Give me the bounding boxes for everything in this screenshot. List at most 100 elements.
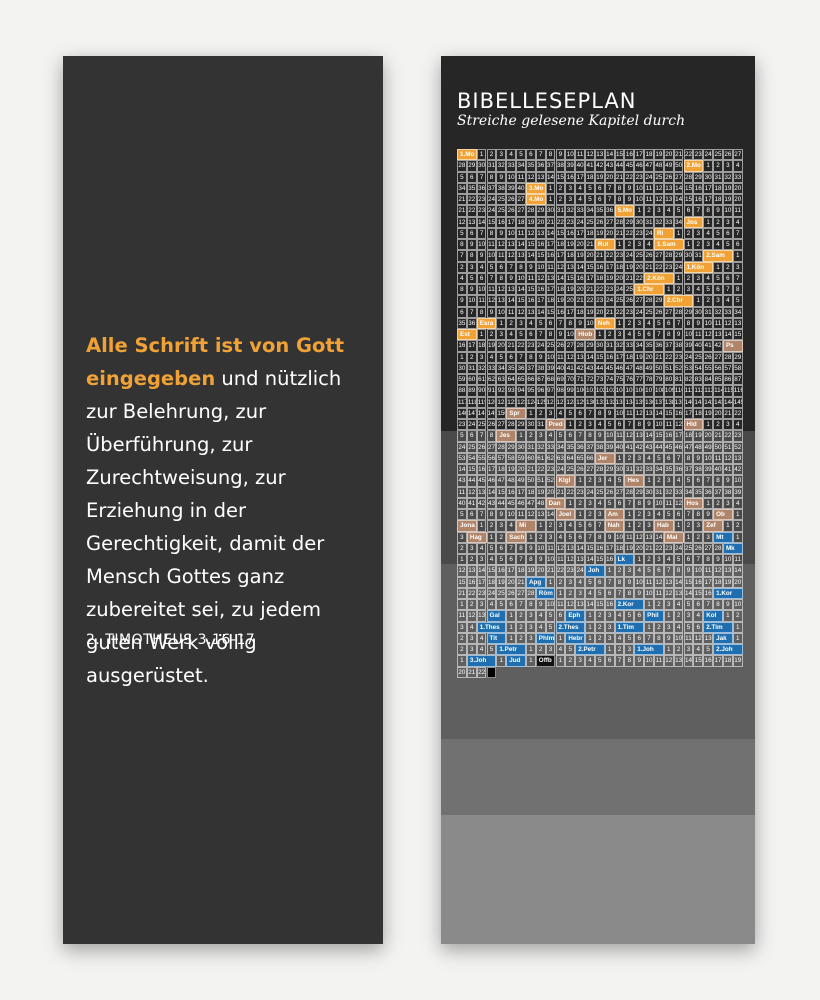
chapter-cell[interactable]: 6 [506, 554, 517, 566]
chapter-cell[interactable]: 2 [673, 610, 684, 622]
chapter-cell[interactable]: 126 [545, 396, 556, 408]
chapter-cell[interactable]: 24 [575, 216, 585, 228]
chapter-cell[interactable]: 17 [634, 149, 645, 161]
chapter-cell[interactable]: 18 [624, 351, 635, 363]
chapter-cell[interactable]: 3 [634, 452, 645, 464]
chapter-cell[interactable]: 13 [713, 329, 723, 341]
chapter-cell[interactable]: 3 [624, 644, 635, 656]
chapter-cell[interactable]: 29 [535, 205, 546, 217]
chapter-cell[interactable]: 4 [624, 329, 635, 341]
chapter-cell[interactable]: 10 [545, 554, 556, 566]
chapter-cell[interactable]: 23 [565, 565, 576, 577]
chapter-cell[interactable]: 4 [575, 182, 585, 194]
chapter-cell[interactable]: 145 [732, 396, 743, 408]
chapter-cell[interactable]: 5 [644, 565, 654, 577]
chapter-cell[interactable]: 7 [673, 452, 684, 464]
chapter-cell[interactable]: 38 [722, 486, 733, 498]
chapter-cell[interactable]: 34 [683, 486, 694, 498]
chapter-cell[interactable]: 33 [506, 160, 517, 172]
chapter-cell[interactable]: 19 [604, 272, 615, 284]
chapter-cell[interactable]: 2 [644, 554, 654, 566]
chapter-cell[interactable]: 111 [683, 385, 694, 397]
chapter-cell[interactable]: 77 [634, 374, 645, 386]
chapter-cell[interactable]: 60 [525, 452, 536, 464]
chapter-cell[interactable]: 9 [663, 632, 674, 644]
chapter-cell[interactable]: 33 [486, 362, 497, 374]
chapter-cell[interactable]: 2 [732, 610, 743, 622]
chapter-cell[interactable]: 24 [673, 542, 684, 554]
chapter-cell[interactable]: 107 [644, 385, 654, 397]
chapter-cell[interactable]: 53 [683, 362, 694, 374]
chapter-cell[interactable]: 1 [624, 520, 635, 532]
chapter-cell[interactable]: 6 [693, 599, 704, 611]
chapter-cell[interactable]: 44 [594, 362, 605, 374]
chapter-cell[interactable]: 25 [496, 587, 507, 599]
chapter-cell[interactable]: 3 [525, 621, 536, 633]
chapter-cell[interactable]: 14 [683, 655, 694, 667]
chapter-cell[interactable]: 6 [594, 576, 605, 588]
chapter-cell[interactable]: 39 [683, 340, 694, 352]
chapter-cell[interactable]: 91 [486, 385, 497, 397]
chapter-cell[interactable]: 40 [516, 182, 526, 194]
chapter-cell[interactable]: 12 [703, 329, 714, 341]
chapter-cell[interactable]: 3 [565, 182, 576, 194]
chapter-cell[interactable]: 21 [457, 205, 467, 217]
chapter-cell[interactable]: 12 [457, 565, 467, 577]
chapter-cell[interactable]: 4 [535, 621, 546, 633]
chapter-cell[interactable]: 34 [516, 160, 526, 172]
chapter-cell[interactable]: 7 [535, 329, 546, 341]
chapter-cell[interactable]: 22 [614, 306, 625, 318]
chapter-cell[interactable]: 50 [654, 362, 664, 374]
chapter-cell[interactable]: 7 [663, 565, 674, 577]
chapter-cell[interactable]: 14 [575, 261, 585, 273]
chapter-cell[interactable]: 51 [663, 362, 674, 374]
chapter-cell[interactable]: 13 [516, 250, 526, 262]
chapter-cell[interactable]: 6 [466, 171, 477, 183]
chapter-cell[interactable]: 10 [722, 554, 733, 566]
chapter-cell[interactable]: 15 [555, 227, 566, 239]
chapter-cell[interactable]: 11 [457, 610, 467, 622]
chapter-cell[interactable]: 22 [466, 587, 477, 599]
chapter-cell[interactable]: 12 [654, 576, 664, 588]
chapter-cell[interactable]: 8 [663, 329, 674, 341]
chapter-cell[interactable]: 19 [594, 171, 605, 183]
chapter-cell[interactable]: 2 [555, 182, 566, 194]
chapter-cell[interactable]: 2 [673, 284, 684, 296]
chapter-cell[interactable]: 8 [525, 599, 536, 611]
chapter-cell[interactable]: 2 [516, 610, 526, 622]
chapter-cell[interactable]: 12 [634, 531, 645, 543]
chapter-cell[interactable]: 13 [575, 599, 585, 611]
chapter-cell[interactable]: 35 [506, 362, 517, 374]
chapter-cell[interactable]: 134 [624, 396, 635, 408]
chapter-cell[interactable]: 147 [466, 407, 477, 419]
chapter-cell[interactable]: 19 [624, 542, 635, 554]
chapter-cell[interactable]: 1 [585, 621, 595, 633]
chapter-cell[interactable]: 1 [575, 475, 585, 487]
chapter-cell[interactable]: 2 [466, 554, 477, 566]
chapter-cell[interactable]: 21 [673, 149, 684, 161]
chapter-cell[interactable]: 8 [624, 655, 635, 667]
chapter-cell[interactable]: 2 [594, 621, 605, 633]
chapter-cell[interactable]: 18 [713, 182, 723, 194]
chapter-cell[interactable]: 3 [496, 329, 507, 341]
chapter-cell[interactable]: 6 [673, 509, 684, 521]
chapter-cell[interactable]: 26 [624, 295, 635, 307]
chapter-cell[interactable]: 12 [555, 261, 566, 273]
chapter-cell[interactable]: 22 [476, 666, 487, 678]
chapter-cell[interactable]: 13 [565, 261, 576, 273]
chapter-cell[interactable]: 3 [594, 509, 605, 521]
chapter-cell[interactable]: 127 [555, 396, 566, 408]
chapter-cell[interactable]: 13 [575, 554, 585, 566]
chapter-cell[interactable]: 14 [516, 284, 526, 296]
chapter-cell[interactable]: 11 [713, 452, 723, 464]
chapter-cell[interactable]: 37 [585, 441, 595, 453]
chapter-cell[interactable]: 6 [545, 317, 556, 329]
chapter-cell[interactable]: 5 [634, 329, 645, 341]
chapter-cell[interactable]: 34 [496, 362, 507, 374]
chapter-cell[interactable]: 22 [624, 227, 635, 239]
chapter-cell[interactable]: 49 [663, 160, 674, 172]
chapter-cell[interactable]: 18 [476, 340, 487, 352]
chapter-cell[interactable]: 7 [476, 171, 487, 183]
chapter-cell[interactable]: 10 [703, 317, 714, 329]
chapter-cell[interactable]: 5 [535, 317, 546, 329]
